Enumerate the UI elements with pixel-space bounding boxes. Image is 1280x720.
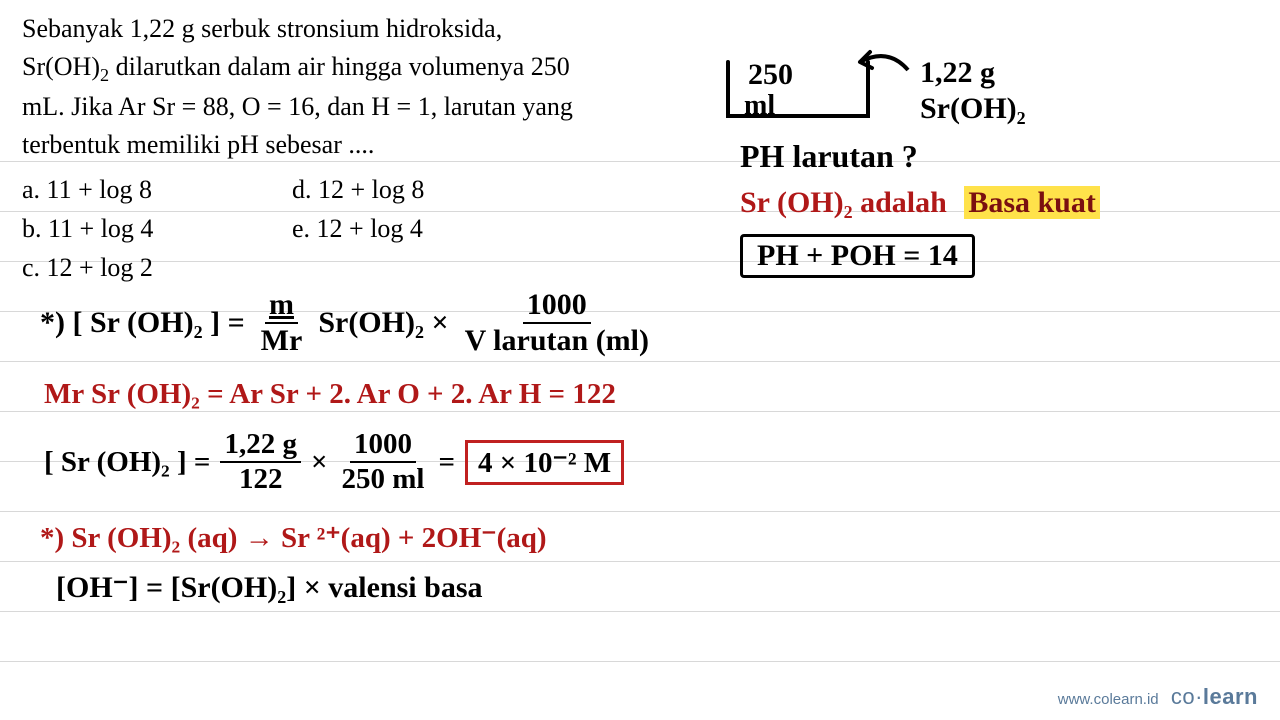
option-b: b. 11 + log 4: [22, 209, 292, 248]
option-d: d. 12 + log 8: [292, 170, 424, 209]
note-question: PH larutan ?: [740, 138, 918, 175]
answer-options: a. 11 + log 8 d. 12 + log 8 b. 11 + log …: [22, 170, 622, 287]
fraction-2: 1000 V larutan (ml): [461, 290, 653, 356]
beaker-volume: 250: [748, 58, 793, 92]
beaker-mass: 1,22 g: [920, 56, 995, 90]
fraction-3: 1,22 g 122: [220, 430, 301, 494]
work-step-5: [OH⁻] = [Sr(OH)₂] × valensi basa: [56, 570, 483, 605]
beaker-unit: ml: [744, 90, 775, 122]
footer: www.colearn.id co·learn: [1058, 684, 1258, 710]
problem-text: Sebanyak 1,22 g serbuk stronsium hidroks…: [22, 10, 622, 287]
fraction-1: m Mr: [257, 290, 307, 356]
work-step-3: [ Sr (OH)₂ ] = 1,22 g 122 × 1000 250 ml …: [44, 430, 624, 494]
note-strong-base: Sr (OH)₂ adalah Basa kuat: [740, 186, 1100, 220]
brand-logo: co·learn: [1171, 684, 1258, 709]
option-a: a. 11 + log 8: [22, 170, 292, 209]
option-e: e. 12 + log 4: [292, 209, 423, 248]
option-c: c. 12 + log 2: [22, 248, 292, 287]
answer-box: 4 × 10⁻² M: [465, 440, 624, 485]
fraction-4: 1000 250 ml: [337, 430, 428, 494]
arrow-icon: [848, 42, 918, 82]
work-step-1: *) [ Sr (OH)₂ ] = m Mr Sr(OH)₂ × 1000 V …: [40, 290, 653, 356]
note-ph-poh: PH + POH = 14: [740, 234, 975, 278]
problem-line-4: terbentuk memiliki pH sebesar ....: [22, 126, 622, 164]
problem-line-2: Sr(OH)2 dilarutkan dalam air hingga volu…: [22, 48, 622, 89]
problem-line-1: Sebanyak 1,22 g serbuk stronsium hidroks…: [22, 10, 622, 48]
footer-url: www.colearn.id: [1058, 691, 1159, 708]
work-step-2: Mr Sr (OH)₂ = Ar Sr + 2. Ar O + 2. Ar H …: [44, 378, 616, 411]
work-step-4: *) Sr (OH)₂ (aq) → Sr ²⁺(aq) + 2OH⁻(aq): [40, 520, 547, 555]
problem-line-3: mL. Jika Ar Sr = 88, O = 16, dan H = 1, …: [22, 88, 622, 126]
beaker-compound: Sr(OH)₂: [920, 92, 1026, 126]
